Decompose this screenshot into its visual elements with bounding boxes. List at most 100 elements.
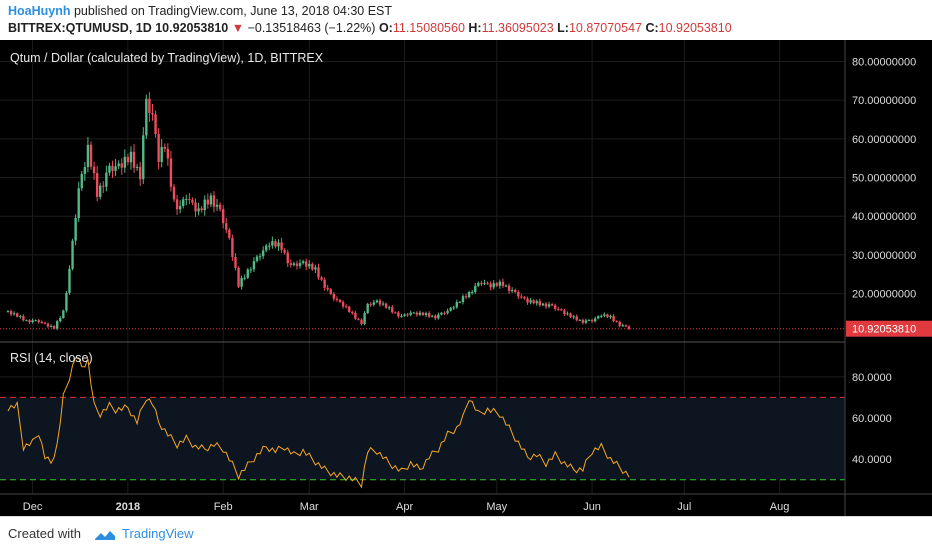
candle-body [397,312,400,317]
candle-body [105,172,108,187]
candle-body [560,309,563,311]
candle-body [354,312,357,319]
candle-body [587,319,591,321]
candle-body [108,165,111,173]
candle-body [412,312,415,314]
candle-body [102,185,105,187]
candle-body [618,321,621,326]
candle-body [46,323,50,327]
tradingview-cloud-icon[interactable] [92,526,118,542]
candle-body [77,188,80,219]
candle-body [231,237,234,257]
candle-body [326,287,329,290]
candle-body [175,199,179,210]
candle-body [286,252,289,264]
candle-body [418,312,422,315]
candle-body [6,311,10,313]
candle-body [154,114,157,135]
author-link[interactable]: HoaHuynh [8,4,71,18]
candle-body [391,307,394,313]
candle-body [437,314,440,319]
candle-body [271,241,274,246]
candle-body [344,306,348,308]
candle-body [378,300,382,305]
candle-body [544,303,548,307]
candle-body [283,249,286,253]
candle-body [258,256,262,258]
candle-body [480,282,483,284]
last-price-tag: 10.92053810 [846,320,932,337]
candle-body [89,144,93,167]
candle-body [314,267,317,270]
candle-body [34,320,37,322]
candle-body [169,158,173,187]
price-candles[interactable] [6,91,631,331]
candle-body [400,315,403,317]
candle-body [92,166,96,174]
last-price: 10.92053810 [155,21,229,35]
candle-body [597,316,600,319]
candle-body [240,277,243,287]
candle-body [25,320,28,322]
candle-body [274,241,277,247]
candle-body [381,303,385,305]
time-tick-label: Aug [770,501,790,513]
time-axis[interactable]: Dec 2018 Feb Mar Apr May Jun Jul Aug [23,501,790,513]
price-tick-label: 50.00000000 [852,173,916,185]
candle-body [9,311,13,315]
candle-body [348,306,351,312]
price-tick-label: 70.00000000 [852,95,916,107]
created-with-label: Created with [8,526,81,541]
candle-body [65,292,68,311]
candle-body [489,283,492,288]
candle-body [237,267,240,287]
time-tick-label: Feb [214,501,233,513]
candle-body [329,289,332,295]
candle-body [191,199,194,203]
candle-body [566,313,569,315]
candle-body [280,242,283,250]
candle-body [467,291,471,298]
candle-body [474,285,477,292]
candle-body [268,245,271,247]
candle-body [403,314,406,316]
candle-body [483,282,486,284]
price-tick-label: 20.00000000 [852,289,916,301]
time-tick-label: May [486,501,507,513]
candle-body [265,245,268,251]
candle-body [406,314,409,316]
candle-body [424,313,428,316]
candle-body [120,163,123,168]
rsi-band-fill [0,397,845,480]
candle-body [301,261,305,264]
chart-area[interactable]: 80.00000000 70.00000000 60.00000000 50.0000… [0,40,932,516]
price-axis[interactable]: 80.00000000 70.00000000 60.00000000 50.0000… [852,56,916,300]
candle-body [304,261,308,267]
candle-body [372,302,376,305]
candle-body [553,305,557,309]
candle-body [606,314,609,318]
rsi-tick-label: 60.0000 [852,413,892,425]
candle-body [215,204,219,207]
candle-body [520,296,523,298]
rsi-tick-label: 80.0000 [852,372,892,384]
candle-body [440,312,443,315]
candle-body [550,304,554,306]
candle-body [449,307,452,311]
candle-body [157,134,160,163]
candle-body [600,315,603,317]
close-value: 10.92053810 [658,21,732,35]
candle-body [526,298,529,303]
candle-body [409,312,412,315]
rsi-axis[interactable]: 80.0000 60.0000 40.0000 [852,372,892,466]
high-label: H: [468,21,482,35]
candle-body [584,320,588,323]
candle-body [151,112,154,115]
candle-body [360,319,363,324]
candle-body [615,321,618,323]
candle-body [252,261,256,270]
candle-body [523,297,526,299]
candle-body [578,319,581,321]
candle-body [458,302,462,304]
tradingview-brand-link[interactable]: TradingView [122,526,194,541]
